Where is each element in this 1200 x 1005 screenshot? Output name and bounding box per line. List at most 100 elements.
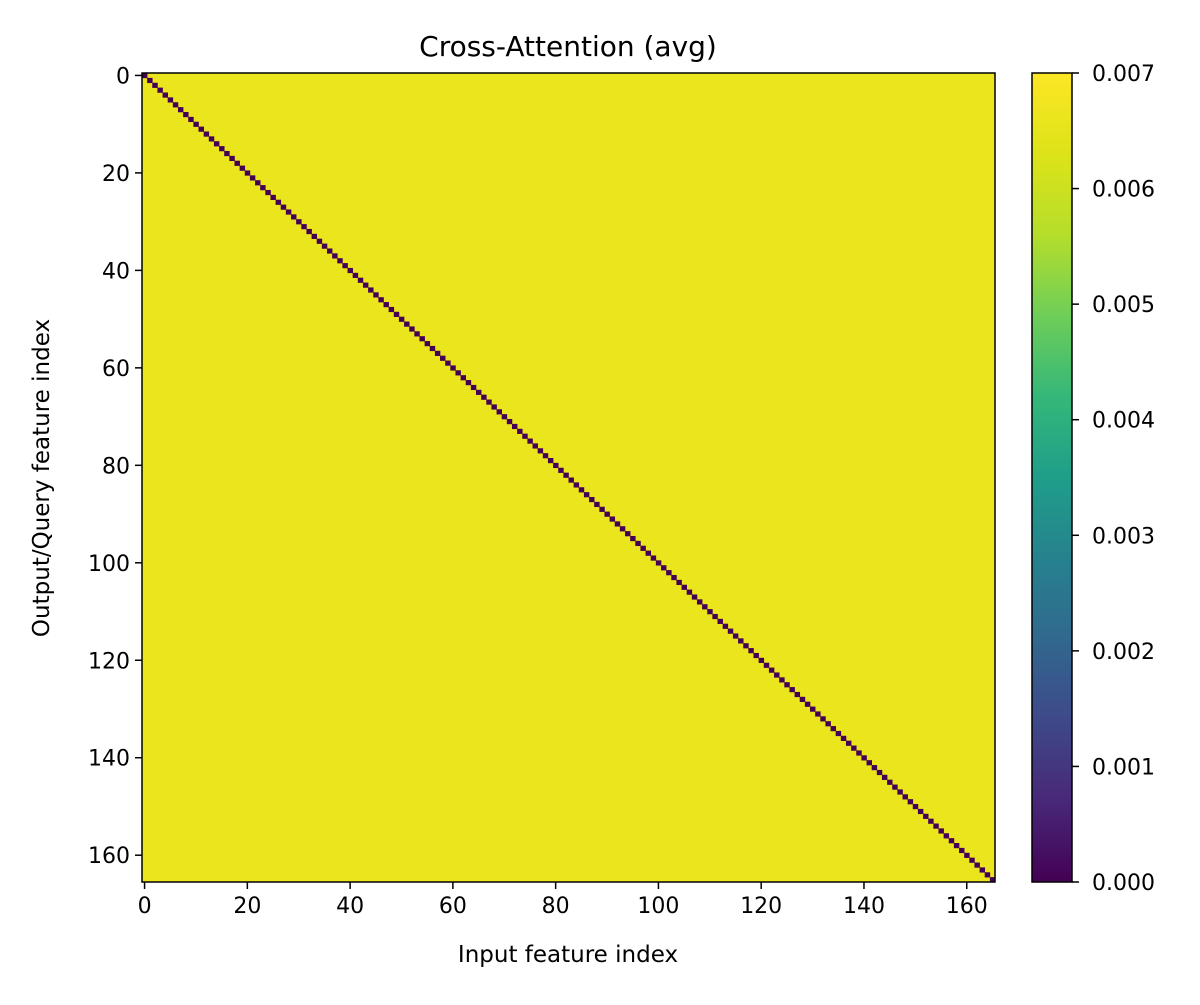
heatmap-diagonal-cell [522,433,528,439]
heatmap-diagonal-cell [625,531,631,537]
heatmap-diagonal-cell [861,755,867,761]
heatmap-diagonal-cell [779,677,785,683]
heatmap-diagonal-cell [825,721,831,727]
heatmap-diagonal-cell [635,540,641,547]
heatmap-diagonal-cell [270,194,276,201]
heatmap-diagonal-cell [887,779,893,785]
heatmap-diagonal-cell [285,209,292,215]
heatmap-diagonal-cell [465,380,472,386]
heatmap-diagonal-cell [470,384,477,391]
heatmap-diagonal-cell [727,628,734,634]
y-tick-label: 140 [88,747,130,772]
heatmap-diagonal-cell [434,350,441,356]
colorbar [1031,72,1073,883]
heatmap-diagonal-cell [768,667,775,673]
y-tick-label: 100 [88,552,130,577]
heatmap-diagonal-cell [440,355,446,361]
heatmap-diagonal-cell [167,97,174,103]
heatmap-diagonal-cell [476,389,482,395]
heatmap-diagonal-cell [147,77,153,84]
heatmap-diagonal-cell [928,818,934,824]
heatmap-diagonal-cell [172,102,179,108]
heatmap-diagonal-cell [810,706,816,712]
x-axis-label: Input feature index [458,942,678,968]
y-axis-label: Output/Query feature index [29,319,55,637]
y-axis-ticks: 0 20 40 60 80 100 120 140 160 [88,64,142,869]
heatmap-diagonal-cell [229,155,235,162]
heatmap-diagonal-cell [604,511,610,517]
heatmap-diagonal-cell [342,263,348,269]
colorbar-tick-label: 0.003 [1092,524,1155,549]
y-tick-label: 120 [88,649,130,674]
heatmap-diagonal-cell [583,492,590,498]
heatmap-diagonal-cell [650,555,657,561]
heatmap-diagonal-cell [183,111,189,118]
heatmap-diagonal-cell [738,638,744,644]
heatmap-diagonal-cell [249,175,256,181]
heatmap-diagonal-cell [357,277,364,283]
heatmap-diagonal-cell [840,735,847,741]
heatmap-diagonal-cell [758,657,765,663]
heatmap-diagonal-cell [851,745,857,751]
x-tick-label: 40 [336,894,364,919]
heatmap-diagonal-cell [511,423,518,430]
heatmap-diagonal-cell [881,774,888,780]
x-tick-label: 120 [740,894,782,919]
heatmap-diagonal-cell [198,126,204,132]
heatmap-diagonal-cell [532,443,538,449]
heatmap-diagonal-cell [193,121,199,127]
heatmap-diagonal-cell [563,472,569,478]
heatmap-diagonal-cell [820,716,826,722]
heatmap-diagonal-cell [419,336,425,342]
heatmap-diagonal-cell [789,687,795,693]
heatmap-diagonal-cell [774,672,780,678]
heatmap-diagonal-cell [876,769,883,776]
heatmap-diagonal-cell [501,414,508,420]
heatmap-diagonal-cell [763,662,770,668]
heatmap-diagonal-cell [953,843,960,849]
heatmap-diagonal-cell [845,740,852,746]
heatmap-diagonal-cell [871,765,878,771]
heatmap-diagonal-cell [897,789,903,795]
heatmap-diagonal-cell [969,857,975,863]
heatmap-diagonal-cell [260,185,266,191]
heatmap-diagonal-cell [866,760,872,766]
heatmap-diagonal-cell [414,331,420,337]
y-tick-label: 160 [88,844,130,869]
heatmap-diagonal-cell [743,643,749,649]
heatmap-diagonal-cell [912,804,919,810]
heatmap-diagonal-cell [835,730,842,737]
heatmap-diagonal-cell [856,750,862,756]
heatmap-diagonal-cell [337,258,343,264]
heatmap-diagonal-cell [486,399,492,405]
heatmap-diagonal-cell [964,852,970,858]
heatmap-diagonal-cell [280,204,287,210]
heatmap-diagonal-cell [301,224,307,230]
heatmap-diagonal-cell [722,623,729,629]
heatmap-diagonal-cell [347,267,353,274]
colorbar-tick-label: 0.007 [1092,62,1155,87]
heatmap-diagonal-cell [753,652,759,659]
heatmap-diagonal-cell [923,813,929,819]
heatmap-diagonal-cell [979,867,986,873]
heatmap-diagonal-cell [553,462,559,469]
colorbar-ticks: 0.000 0.001 0.002 0.003 0.004 0.005 0.006 0.007 [1072,62,1155,896]
heatmap-diagonal-cell [352,272,359,278]
x-axis-ticks: 0 20 40 60 80 100 120 140 160 [138,882,988,919]
heatmap-diagonal-cell [655,560,662,566]
heatmap-diagonal-cell [717,618,723,625]
heatmap-diagonal-cell [378,297,384,303]
x-tick-label: 20 [233,894,261,919]
heatmap-diagonal-cell [219,146,225,152]
heatmap-diagonal-cell [445,360,451,366]
heatmap-diagonal-cell [326,248,333,254]
heatmap-diagonal-cell [784,682,790,688]
heatmap-diagonal-cell [568,477,574,483]
heatmap-diagonal-cell [799,696,806,702]
heatmap-diagonal-cell [640,545,646,551]
heatmap-diagonal-cell [691,594,698,600]
heatmap-diagonal-cell [316,238,323,244]
y-tick-label: 40 [102,259,130,284]
heatmap-diagonal-cell [671,574,677,581]
